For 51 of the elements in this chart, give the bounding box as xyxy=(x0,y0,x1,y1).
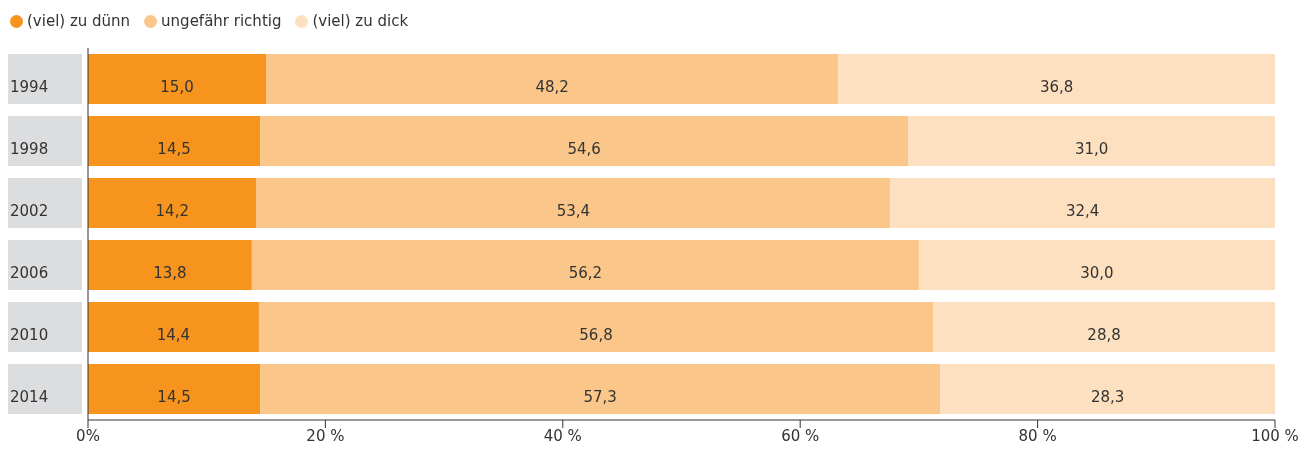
data-label: 30,0 xyxy=(1080,264,1114,283)
x-tick-label: 20 % xyxy=(306,426,345,445)
y-tick-label: 2014 xyxy=(10,388,49,406)
data-label: 56,2 xyxy=(568,264,603,283)
legend-label: (viel) zu dünn xyxy=(27,12,131,30)
bar xyxy=(88,240,252,290)
bar xyxy=(266,54,839,104)
bar xyxy=(88,54,267,104)
bar xyxy=(908,116,1275,166)
data-label: 28,8 xyxy=(1087,326,1121,345)
bar xyxy=(88,116,261,166)
data-label: 53,4 xyxy=(556,202,591,221)
bar xyxy=(251,240,919,290)
data-label: 54,6 xyxy=(567,140,601,159)
data-label: 14,2 xyxy=(155,202,189,221)
y-tick-label: 1994 xyxy=(10,78,49,96)
x-tick-label: 40 % xyxy=(543,426,582,445)
legend-label: ungefähr richtig xyxy=(161,12,282,30)
bar xyxy=(838,54,1275,104)
data-label: 14,5 xyxy=(157,140,191,159)
bar xyxy=(260,364,941,414)
bar xyxy=(940,364,1275,414)
bar xyxy=(88,302,259,352)
data-label: 32,4 xyxy=(1066,202,1100,221)
data-label: 36,8 xyxy=(1039,78,1074,97)
bar xyxy=(88,364,261,414)
y-tick-label: 2006 xyxy=(10,264,49,282)
x-tick-label: 80 % xyxy=(1018,426,1057,445)
data-label: 57,3 xyxy=(583,388,617,407)
data-label: 28,3 xyxy=(1090,388,1125,407)
data-label: 48,2 xyxy=(535,78,569,97)
bar xyxy=(88,178,257,228)
x-tick-label: 60 % xyxy=(781,426,820,445)
data-label: 31,0 xyxy=(1074,140,1109,159)
y-tick-label: 2002 xyxy=(10,202,49,220)
bar xyxy=(918,240,1275,290)
bar xyxy=(260,116,909,166)
legend-label: (viel) zu dick xyxy=(312,12,409,30)
x-tick-label: 0% xyxy=(76,426,100,445)
y-tick-label: 1998 xyxy=(10,140,49,158)
bar xyxy=(256,178,891,228)
bar xyxy=(258,302,934,352)
bar xyxy=(890,178,1275,228)
x-tick-label: 100 % xyxy=(1251,426,1299,445)
data-label: 14,5 xyxy=(157,388,191,407)
data-label: 56,8 xyxy=(579,326,613,345)
data-label: 15,0 xyxy=(160,78,194,97)
data-label: 13,8 xyxy=(153,264,187,283)
y-tick-label: 2010 xyxy=(10,326,49,344)
data-label: 14,4 xyxy=(156,326,191,345)
bar xyxy=(933,302,1275,352)
